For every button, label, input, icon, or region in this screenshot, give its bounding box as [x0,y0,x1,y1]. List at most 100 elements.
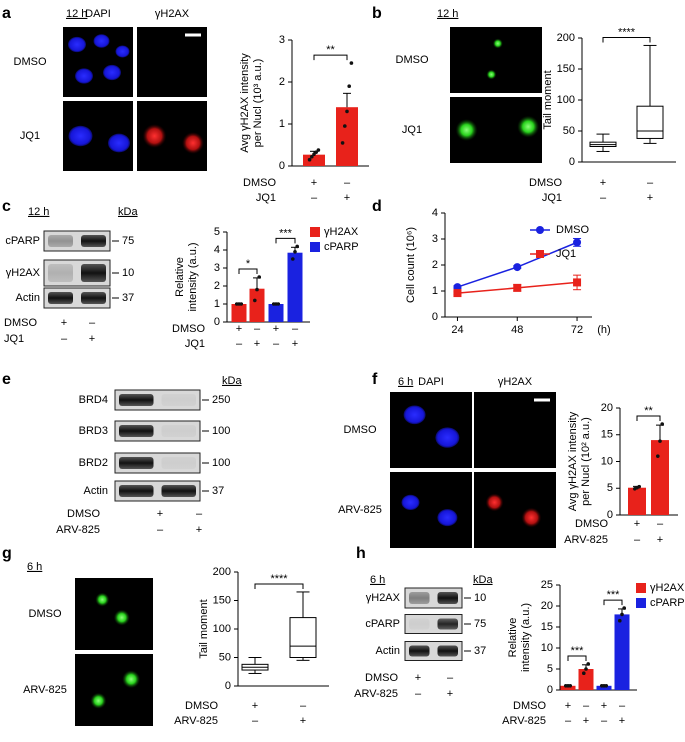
y-axis-label: Tail moment [198,599,210,658]
y-axis-label: Relative [174,257,186,297]
y-axis-label: Relative [507,618,519,658]
y-tick-label: 10 [541,642,553,654]
data-point [316,148,321,152]
y-tick-label: 0 [547,684,553,696]
treatment-sign: – [236,338,243,350]
data-point [658,439,662,443]
bar [614,614,630,690]
legend-label: γH2AX [650,582,685,594]
band [437,618,458,630]
treatment-label: JQ1 [4,333,24,345]
column-label: γH2AX [498,376,533,388]
y-tick-label: 200 [557,32,575,44]
bar [560,685,576,690]
comet [113,609,130,626]
data-point [291,257,295,261]
marker-label: 250 [212,394,230,406]
treatment-sign: + [252,700,258,712]
treatment-label: ARV-825 [174,715,218,727]
y-tick-label: 0 [607,509,613,521]
legend-label: JQ1 [556,248,576,260]
blot-row-label: γH2AX [6,267,41,279]
y-tick-label: 1 [214,298,220,310]
treatment-sign: – [601,715,608,727]
band [48,264,73,282]
treatment-sign: – [254,323,261,335]
micrograph [474,392,556,468]
treatment-sign: + [344,192,350,204]
marker-label: 10 [474,592,486,604]
treatment-label: ARV-825 [564,534,608,546]
treatment-sign: – [196,508,203,520]
y-tick-label: 3 [279,34,285,46]
point [573,238,582,247]
treatment-sign: – [583,700,590,712]
treatment-sign: – [292,323,299,335]
significance-bracket [602,36,651,43]
bar [303,154,325,166]
treatment-sign: – [157,524,164,536]
micrograph [474,472,556,548]
foci [182,132,204,154]
significance-bracket [603,599,623,606]
y-axis-label: intensity (a.u.) [187,242,199,311]
box [636,105,664,139]
treatment-sign: + [565,700,571,712]
treatment-sign: – [565,715,572,727]
panel-label: h [356,545,366,562]
y-tick-label: 100 [557,94,575,106]
unit-label: kDa [118,206,138,218]
y-tick-label: 0 [569,156,575,168]
significance-bracket [313,54,348,61]
y-tick-label: 4 [214,244,220,256]
x-axis-label: (h) [597,324,610,336]
y-tick-label: 50 [219,651,231,663]
bar [628,487,646,515]
marker-label: 100 [212,457,230,469]
band [48,235,73,247]
time-label: 6 h [398,376,413,388]
x-tick-label: 72 [571,324,583,336]
treatment-label: ARV-825 [56,524,100,536]
treatment-sign: + [300,715,306,727]
legend-marker [536,250,544,258]
treatment-sign: + [647,192,653,204]
band [409,592,430,604]
treatment-sign: + [657,534,663,546]
marker-label: 100 [212,425,230,437]
treatment-sign: – [447,672,454,684]
treatment-sign: + [634,518,640,530]
data-point [622,606,626,610]
treatment-sign: – [300,700,307,712]
box [289,617,317,658]
legend-swatch [310,242,320,252]
column-label: DAPI [418,376,444,388]
marker-label: 75 [474,618,486,630]
treatment-sign: + [447,688,453,700]
band [409,645,430,657]
y-tick-label: 150 [213,594,231,606]
treatment-sign: + [254,338,260,350]
unit-label: kDa [473,574,493,586]
y-tick-label: 2 [279,76,285,88]
treatment-label: DMSO [513,700,546,712]
treatment-sign: + [292,338,298,350]
panel-label: g [2,545,12,562]
data-point [253,298,257,303]
y-tick-label: 1 [279,118,285,130]
treatment-label: JQ1 [185,338,205,350]
y-tick-label: 5 [214,226,220,238]
y-tick-label: 20 [541,600,553,612]
treatment-sign: – [600,192,607,204]
nucleus [403,405,426,425]
y-tick-label: 3 [432,233,438,245]
significance-label: ** [326,44,335,56]
micrograph [75,654,153,726]
band [161,485,196,497]
point [513,283,522,292]
significance-label: *** [571,645,585,657]
y-tick-label: 0 [432,311,438,323]
treatment-label: DMSO [365,672,398,684]
legend-marker [536,226,544,234]
column-label: DAPI [85,8,111,20]
